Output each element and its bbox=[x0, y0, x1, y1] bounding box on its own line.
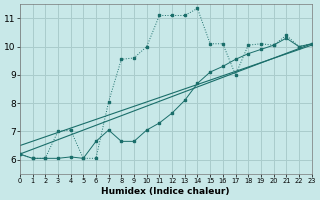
X-axis label: Humidex (Indice chaleur): Humidex (Indice chaleur) bbox=[101, 187, 230, 196]
